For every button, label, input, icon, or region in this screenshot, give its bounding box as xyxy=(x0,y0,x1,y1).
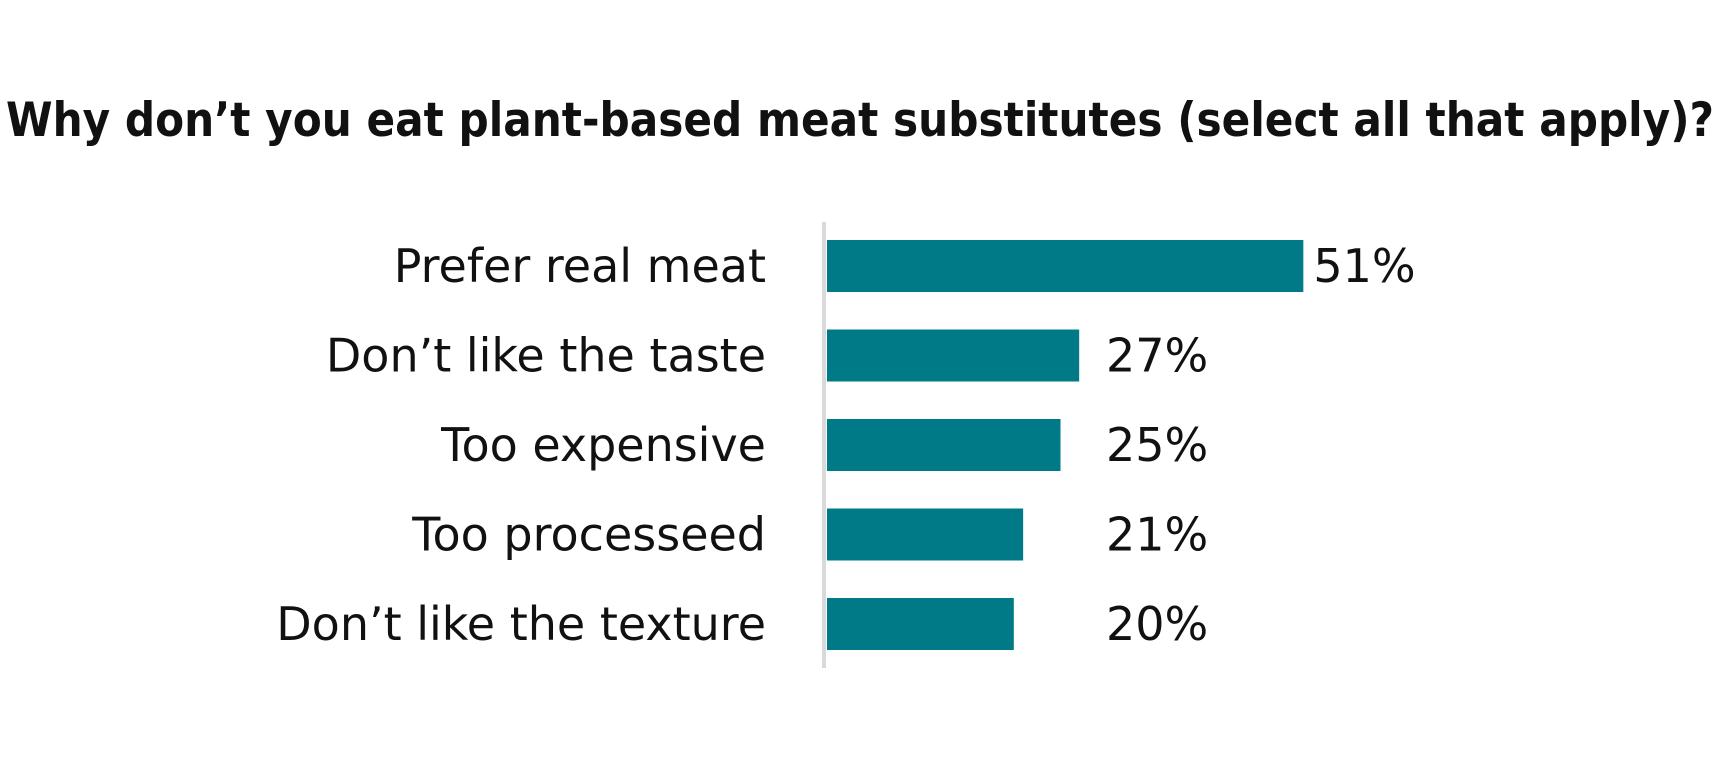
category-labels-group: Prefer real meat Don’t like the taste Too … xyxy=(276,239,766,651)
category-label: Don’t like the texture xyxy=(276,597,766,651)
bars-group xyxy=(827,240,1304,650)
bar xyxy=(827,240,1304,292)
chart-title: Why don’t you eat plant-based meat subst… xyxy=(6,93,1714,148)
category-label: Prefer real meat xyxy=(394,239,766,293)
bar xyxy=(827,329,1080,382)
bar xyxy=(827,598,1014,650)
bar xyxy=(827,508,1024,561)
value-label: 20% xyxy=(1106,597,1208,651)
value-label: 27% xyxy=(1106,329,1208,383)
value-label: 51% xyxy=(1313,239,1415,293)
value-labels-group: 51% 27% 25% 21% 20% xyxy=(1106,239,1416,651)
bar xyxy=(827,419,1061,471)
category-label: Don’t like the taste xyxy=(326,329,766,383)
value-label: 21% xyxy=(1106,508,1208,562)
category-label: Too processeed xyxy=(411,508,766,562)
value-label: 25% xyxy=(1106,418,1208,472)
category-label: Too expensive xyxy=(440,418,766,472)
